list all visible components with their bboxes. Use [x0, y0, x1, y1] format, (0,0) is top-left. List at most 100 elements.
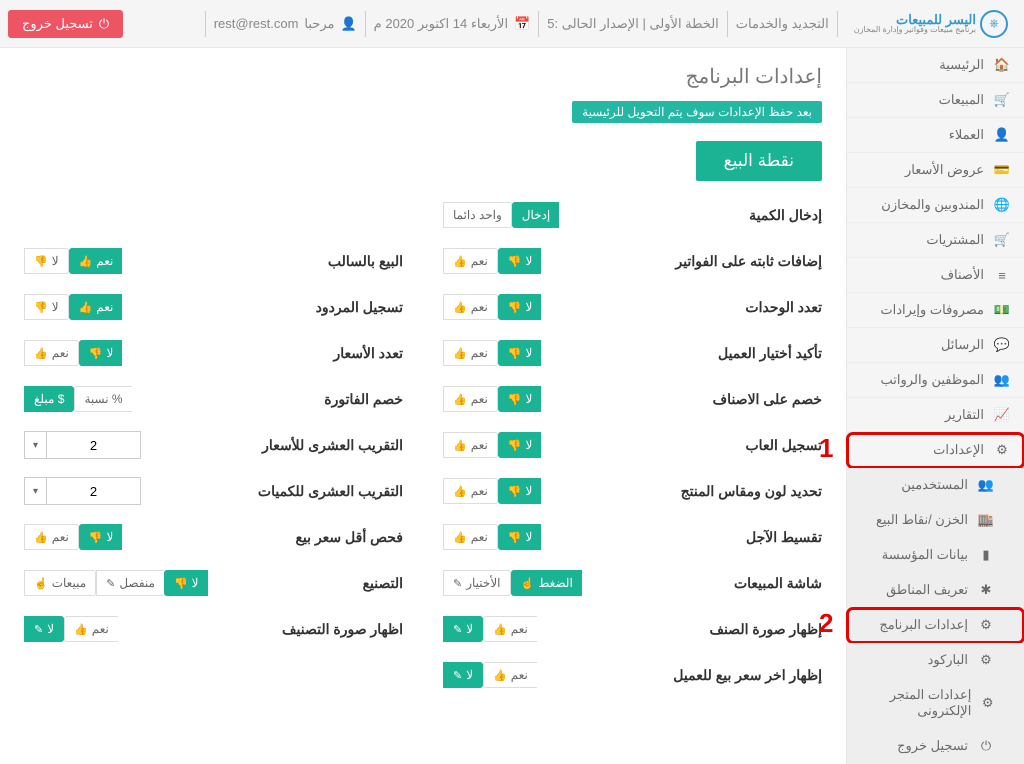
- settings-col-1: إدخال الكمية واحد دائما إدخال إضافات ثاب…: [443, 199, 822, 705]
- top-user[interactable]: 👤 مرحبا rest@rest.com: [214, 16, 357, 32]
- power-icon: ⏻: [99, 16, 109, 32]
- chip-always[interactable]: واحد دائما: [443, 202, 512, 228]
- sidebar-icon: ⚙: [978, 617, 994, 633]
- sidebar-label: العملاء: [949, 127, 984, 143]
- sidebar-item-11[interactable]: ⚙الإعدادات1: [847, 433, 1024, 468]
- rndprice-caret[interactable]: ▾: [24, 431, 46, 459]
- minprice-no[interactable]: 👎لا: [79, 524, 123, 550]
- confirm-no[interactable]: 👎لا: [498, 340, 542, 366]
- screen-press[interactable]: ☝الضغط: [511, 570, 582, 596]
- sidebar-item-2[interactable]: 👤العملاء: [847, 118, 1024, 153]
- returns-yes[interactable]: 👍نعم: [69, 294, 123, 320]
- sidebar-item-18[interactable]: ⚙إعدادات المتجر الإلكترونى: [847, 678, 1024, 729]
- lbl-neg: البيع بالسالب: [122, 253, 403, 270]
- lbl-screen: شاشة المبيعات: [582, 575, 822, 592]
- sidebar-item-15[interactable]: ✱تعريف المناطق: [847, 573, 1024, 608]
- lastprice-edit[interactable]: ✎لا: [443, 662, 483, 688]
- sidebar-label: التقارير: [945, 407, 984, 423]
- screen-choice[interactable]: ✎الأختيار: [443, 570, 511, 596]
- catimg-yes[interactable]: 👍نعم: [64, 616, 118, 642]
- lbl-units: تعدد الوحدات: [541, 299, 822, 316]
- sidebar-item-19[interactable]: ⏻تسجيل خروج: [847, 729, 1024, 764]
- lbl-fixed: إضافات ثابته على الفواتير: [541, 253, 822, 270]
- logo-mark-icon: ⎈: [980, 10, 1008, 38]
- units-yes[interactable]: 👍نعم: [443, 294, 498, 320]
- sidebar-icon: 🌐: [994, 197, 1010, 213]
- top-plan: الخطة الأولى | الإصدار الحالى :5: [547, 16, 718, 32]
- catimg-edit[interactable]: ✎لا: [24, 616, 64, 642]
- sidebar-icon: 🛒: [994, 232, 1010, 248]
- pencil-icon: ✎: [453, 623, 462, 636]
- rndqty-caret[interactable]: ▾: [24, 477, 46, 505]
- sidebar-label: مصروفات وإيرادات: [880, 302, 984, 318]
- sidebar-icon: 🛒: [994, 92, 1010, 108]
- sidebar-item-9[interactable]: 👥الموظفين والرواتب: [847, 363, 1024, 398]
- sidebar-item-10[interactable]: 📈التقارير: [847, 398, 1024, 433]
- top-date: 📅 الأربعاء 14 اكتوبر 2020 م: [374, 16, 531, 32]
- main-content: إعدادات البرنامج بعد حفظ الإعدادات سوف ي…: [0, 48, 846, 764]
- sidebar-icon: ✱: [978, 582, 994, 598]
- units-no[interactable]: 👎لا: [498, 294, 542, 320]
- thumbs-up-icon: 👍: [453, 255, 467, 268]
- fixed-no[interactable]: 👎لا: [498, 248, 542, 274]
- top-renew-link[interactable]: التجديد والخدمات: [736, 16, 829, 32]
- mfg-no[interactable]: 👎لا: [164, 570, 208, 596]
- hand-icon: ☝: [34, 577, 48, 590]
- sidebar-item-7[interactable]: 💵 مصروفات وإيرادات: [847, 293, 1024, 328]
- multiprice-yes[interactable]: 👍نعم: [24, 340, 79, 366]
- sidebar-label: الرئيسية: [939, 57, 984, 73]
- sidebar-item-17[interactable]: ⚙الباركود: [847, 643, 1024, 678]
- pencil-icon: ✎: [106, 577, 115, 590]
- sidebar-label: المشتريات: [926, 232, 984, 248]
- sidebar-item-5[interactable]: 🛒 المشتريات: [847, 223, 1024, 258]
- mfg-sep[interactable]: ✎منفصل: [96, 570, 164, 596]
- colorsize-no[interactable]: 👎لا: [498, 478, 542, 504]
- sidebar-item-13[interactable]: 🏬الخزن /نقاط البيع: [847, 503, 1024, 538]
- page-title: إعدادات البرنامج: [24, 64, 822, 89]
- sidebar-item-4[interactable]: 🌐المندوبين والمخازن: [847, 188, 1024, 223]
- rndqty-input[interactable]: [46, 477, 141, 505]
- itemdisc-no[interactable]: 👎لا: [498, 386, 542, 412]
- sidebar-item-14[interactable]: ▮بيانات المؤسسة: [847, 538, 1024, 573]
- itemimg-edit[interactable]: ✎لا: [443, 616, 483, 642]
- lastprice-yes[interactable]: 👍نعم: [483, 662, 537, 688]
- sidebar-icon: 💵: [994, 302, 1010, 318]
- sidebar-icon: 🏠: [994, 57, 1010, 73]
- multiprice-no[interactable]: 👎لا: [79, 340, 123, 366]
- itemimg-yes[interactable]: 👍نعم: [483, 616, 537, 642]
- rndprice-input[interactable]: [46, 431, 141, 459]
- sidebar-item-8[interactable]: 💬الرسائل: [847, 328, 1024, 363]
- invdisc-pct[interactable]: نسبة %: [74, 386, 131, 412]
- sidebar-item-16[interactable]: ⚙إعدادات البرنامج2: [847, 608, 1024, 643]
- invdisc-amt[interactable]: مبلغ $: [24, 386, 74, 412]
- logout-button[interactable]: ⏻ تسجيل خروج: [8, 10, 123, 38]
- itemdisc-yes[interactable]: 👍نعم: [443, 386, 498, 412]
- lbl-catimg: اظهار صورة التصنيف: [118, 621, 403, 638]
- minprice-yes[interactable]: 👍نعم: [24, 524, 79, 550]
- fixed-yes[interactable]: 👍نعم: [443, 248, 498, 274]
- sidebar-icon: 🏬: [978, 512, 994, 528]
- returns-no[interactable]: 👎لا: [24, 294, 69, 320]
- sidebar-item-3[interactable]: 💳عروض الأسعار: [847, 153, 1024, 188]
- install-no[interactable]: 👎لا: [498, 524, 542, 550]
- neg-no[interactable]: 👎لا: [24, 248, 69, 274]
- sidebar-item-12[interactable]: 👥 المستخدمين: [847, 468, 1024, 503]
- games-no[interactable]: 👎لا: [498, 432, 542, 458]
- sidebar-item-1[interactable]: 🛒المبيعات: [847, 83, 1024, 118]
- sidebar-label: المستخدمين: [901, 477, 968, 493]
- install-yes[interactable]: 👍نعم: [443, 524, 498, 550]
- games-yes[interactable]: 👍نعم: [443, 432, 498, 458]
- chip-input[interactable]: إدخال: [512, 202, 559, 228]
- lbl-invdisc: خصم الفاتورة: [132, 391, 403, 408]
- sidebar-item-0[interactable]: 🏠 الرئيسية: [847, 48, 1024, 83]
- colorsize-yes[interactable]: 👍نعم: [443, 478, 498, 504]
- sidebar-icon: 👥: [978, 477, 994, 493]
- brand-sub: برنامج مبيعات وفواتير وإدارة المخازن: [854, 26, 976, 34]
- lbl-install: تقسيط الآجل: [541, 529, 822, 546]
- sidebar-label: الباركود: [928, 652, 968, 668]
- mfg-sales[interactable]: ☝مبيعات: [24, 570, 96, 596]
- confirm-yes[interactable]: 👍نعم: [443, 340, 498, 366]
- sidebar-icon: 👥: [994, 372, 1010, 388]
- neg-yes[interactable]: 👍نعم: [69, 248, 123, 274]
- sidebar-item-6[interactable]: ≡الأصناف: [847, 258, 1024, 293]
